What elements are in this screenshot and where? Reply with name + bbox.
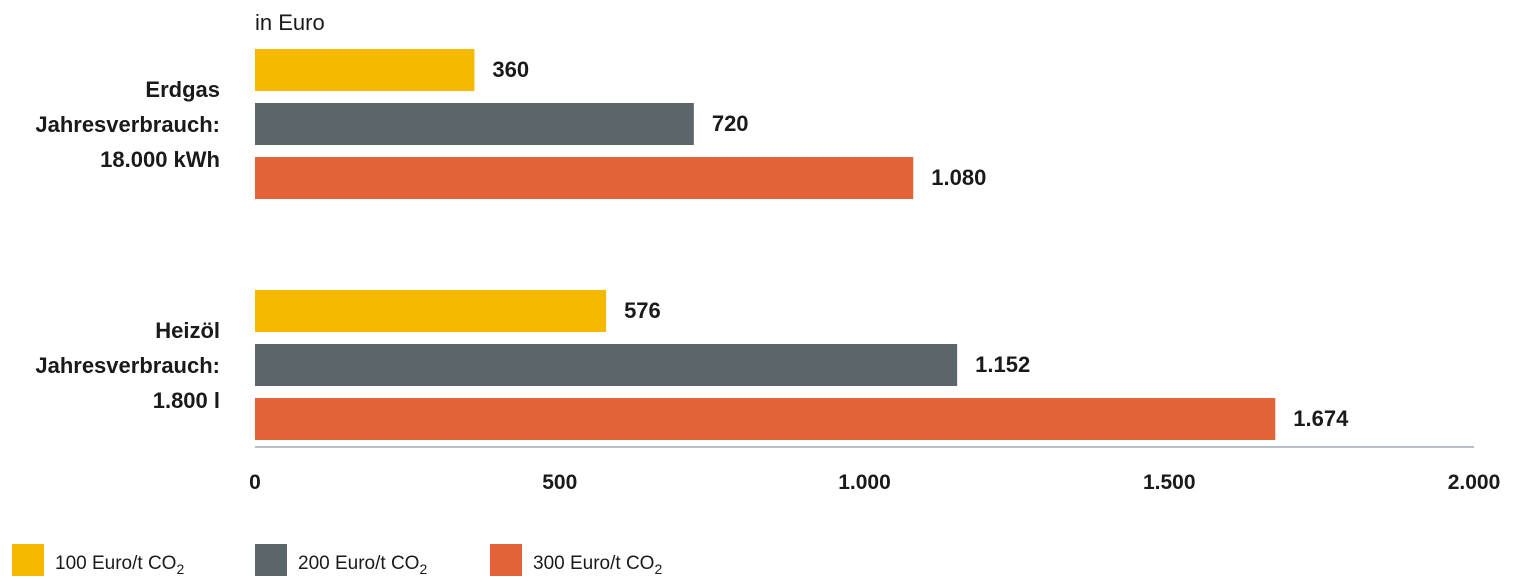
bar — [255, 290, 607, 332]
legend-label: 100 Euro/t CO2 — [55, 553, 184, 577]
bar — [255, 157, 914, 199]
category-label-line: Jahresverbrauch: — [35, 353, 220, 378]
bar-value-label: 1.080 — [931, 165, 986, 190]
bar-value-label: 1.152 — [975, 352, 1030, 377]
category-label-line: 1.800 l — [153, 388, 220, 413]
category-labels: Erdgas Jahresverbrauch: 18.000 kWh Heizöl Ja… — [35, 77, 220, 413]
legend-label-text: 100 Euro/t CO — [55, 553, 176, 574]
bar — [255, 344, 958, 386]
unit-label: in Euro — [255, 10, 325, 35]
bars — [255, 49, 1276, 440]
legend-label-subscript: 2 — [419, 561, 427, 577]
legend-label-text: 200 Euro/t CO — [298, 553, 419, 574]
legend-label: 300 Euro/t CO2 — [533, 553, 662, 577]
x-tick-labels: 0 500 1.000 1.500 2.000 — [249, 471, 1500, 494]
category-label-line: Heizöl — [155, 318, 220, 343]
x-tick-label: 500 — [542, 471, 577, 494]
x-tick-label: 0 — [249, 471, 261, 494]
bar-value-label: 1.674 — [1293, 406, 1349, 431]
legend-label-subscript: 2 — [176, 561, 184, 577]
category-label-line: 18.000 kWh — [100, 147, 220, 172]
x-tick-label: 2.000 — [1448, 471, 1501, 494]
bar — [255, 103, 694, 145]
legend-label-subscript: 2 — [654, 561, 662, 577]
bar — [255, 398, 1276, 440]
category-label-line: Erdgas — [145, 77, 220, 102]
bar-value-label: 576 — [624, 298, 661, 323]
legend-swatch — [255, 544, 287, 576]
x-tick-label: 1.500 — [1143, 471, 1196, 494]
bar-value-label: 360 — [492, 57, 529, 82]
legend: 100 Euro/t CO2 200 Euro/t CO2 300 Euro/t C… — [12, 544, 662, 577]
category-label-line: Jahresverbrauch: — [35, 112, 220, 137]
legend-swatch — [12, 544, 44, 576]
legend-swatch — [490, 544, 522, 576]
value-labels: 360 720 1.080 576 1.152 1.674 — [492, 57, 1349, 431]
bar — [255, 49, 475, 91]
legend-label: 200 Euro/t CO2 — [298, 553, 427, 577]
legend-label-text: 300 Euro/t CO — [533, 553, 654, 574]
bar-value-label: 720 — [712, 111, 749, 136]
x-tick-label: 1.000 — [838, 471, 891, 494]
